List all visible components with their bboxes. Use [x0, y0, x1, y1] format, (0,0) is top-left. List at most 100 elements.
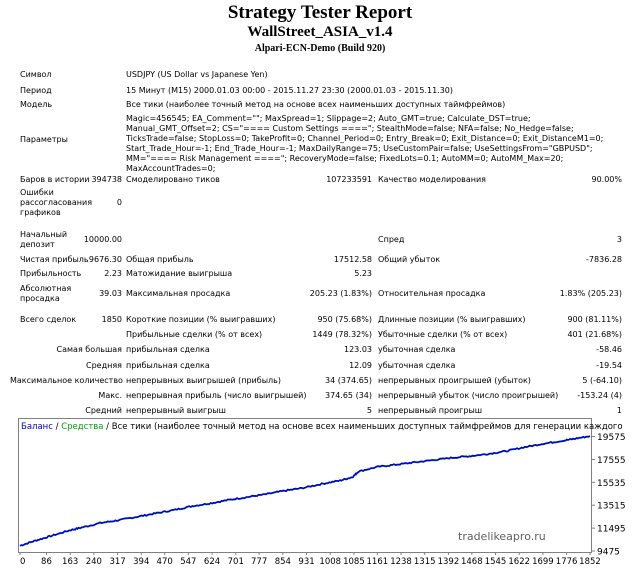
max-cons-wins-label: непрерывных выигрышей (прибыль) — [126, 376, 281, 385]
avg-label: Средний — [85, 406, 122, 415]
legend-rest: Все тики (наиболее точный метод на основ… — [112, 422, 623, 432]
legend-separator-1: / — [53, 422, 61, 432]
x-tick-label: 854 — [275, 557, 291, 567]
ea-name: WallStreet_ASIA_v1.4 — [247, 24, 393, 40]
y-tick-label: 11495 — [597, 525, 626, 535]
profit-factor-value: 2.23 — [104, 269, 122, 278]
params-label: Параметры — [20, 135, 68, 144]
max-cons-losses-label: непрерывных проигрышей (убыток) — [378, 376, 531, 385]
long-positions-value: 900 (81.11%) — [567, 315, 622, 324]
average-loss-label: убыточная сделка — [378, 361, 456, 370]
x-tick-label: 777 — [251, 557, 267, 567]
ticks-value: 107233591 — [326, 175, 372, 184]
max-dd-label: Максимальная просадка — [126, 289, 231, 298]
y-tick-label: 19575 — [597, 433, 626, 443]
deposit-label-1: Начальный — [20, 230, 68, 239]
x-tick-label: 1776 — [556, 557, 578, 567]
watermark: tradelikeapro.ru — [458, 530, 546, 543]
profit-trades-label: Прибыльные сделки (% от всех) — [126, 330, 263, 339]
errors-value: 0 — [116, 198, 122, 207]
rel-dd-label: Относительная просадка — [378, 289, 486, 298]
max-cons-profit-label: непрерывная прибыль (число выигрышей) — [126, 391, 307, 400]
y-tick-label: 9475 — [597, 548, 620, 558]
x-tick-label: 701 — [228, 557, 244, 567]
loss-trades-value: 401 (21.68%) — [567, 330, 622, 339]
x-tick-label: 1545 — [485, 557, 507, 567]
legend-separator-2: / — [103, 422, 111, 432]
x-tick-label: 1161 — [367, 557, 389, 567]
x-tick-label: 1699 — [532, 557, 554, 567]
x-tick-label: 1468 — [461, 557, 483, 567]
short-positions-label: Короткие позиции (% выигравших) — [126, 315, 276, 324]
legend-equity: Средства — [61, 422, 103, 432]
max-dd-value: 205.23 (1.83%) — [309, 289, 372, 298]
avg-cons-wins-value: 5 — [366, 406, 372, 415]
model-value: Все тики (наиболее точный метод на основ… — [126, 100, 506, 109]
x-tick-label: 86 — [41, 557, 52, 567]
quality-value: 90.00% — [591, 175, 622, 184]
largest-profit-label: прибыльная сделка — [126, 345, 210, 354]
x-tick-label: 317 — [109, 557, 125, 567]
x-tick-label: 931 — [298, 557, 314, 567]
deposit-value: 10000.00 — [83, 235, 122, 244]
avg-cons-losses-label: непрерывный проигрыш — [378, 406, 483, 415]
x-tick-label: 1852 — [579, 557, 601, 567]
largest-label: Самая большая — [56, 345, 122, 354]
abs-dd-label-2: просадка — [20, 294, 60, 303]
x-tick-label: 240 — [86, 557, 102, 567]
model-label: Модель — [20, 100, 53, 109]
params-value: Magic=456545; EA_Comment=""; MaxSpread=1… — [126, 114, 604, 173]
y-tick-label: 17555 — [597, 456, 626, 466]
x-tick-label: 1392 — [438, 557, 460, 567]
symbol-value: USDJPY (US Dollar vs Japanese Yen) — [126, 70, 268, 79]
x-tick-label: 1622 — [508, 557, 530, 567]
gross-profit-value: 17512.58 — [333, 255, 372, 264]
balance-chart: Баланс / Средства / Все тики (наиболее т… — [18, 418, 626, 567]
max-cons-loss-value: -153.24 (4) — [577, 391, 622, 400]
x-tick-label: 1315 — [414, 557, 436, 567]
long-positions-label: Длинные позиции (% выигравших) — [378, 315, 526, 324]
loss-trades-label: Убыточные сделки (% от всех) — [378, 330, 508, 339]
errors-label-3: графиков — [20, 208, 61, 217]
y-tick-label: 15535 — [597, 479, 626, 489]
spread-label: Спред — [378, 235, 405, 244]
bars-value: 394738 — [91, 175, 122, 184]
net-profit-label: Чистая прибыль — [20, 255, 89, 264]
x-tick-label: 1085 — [343, 557, 365, 567]
chart-frame — [18, 418, 592, 553]
gross-loss-label: Общий убыток — [378, 255, 441, 264]
short-positions-value: 950 (75.68%) — [317, 315, 372, 324]
ticks-label: Смоделировано тиков — [126, 175, 220, 184]
largest-loss-value: -58.46 — [596, 345, 622, 354]
avg-cons-losses-value: 1 — [616, 406, 622, 415]
max-label: Макс. — [98, 391, 122, 400]
chart-legend: Баланс / Средства / Все тики (наиболее т… — [21, 422, 623, 432]
avg-cons-wins-label: непрерывный выигрыш — [126, 406, 226, 415]
x-tick-label: 624 — [204, 557, 220, 567]
legend-balance: Баланс — [21, 422, 53, 432]
x-tick-label: 547 — [180, 557, 196, 567]
abs-dd-value: 39.03 — [99, 289, 122, 298]
period-value: 15 Минут (M15) 2000.01.03 00:00 - 2015.1… — [126, 86, 454, 95]
average-loss-value: -19.54 — [596, 361, 622, 370]
max-cons-loss-label: непрерывный убыток (число проигрышей) — [378, 391, 559, 400]
total-trades-value: 1850 — [101, 315, 122, 324]
y-tick-label: 13515 — [597, 502, 626, 512]
period-label: Период — [20, 86, 52, 95]
quality-label: Качество моделирования — [378, 175, 486, 184]
x-tick-label: 1238 — [390, 557, 412, 567]
x-tick-label: 0 — [20, 557, 25, 567]
report-title: Strategy Tester Report — [227, 2, 413, 23]
max-cons-wins-value: 34 (374.65) — [325, 376, 372, 385]
expected-payoff-label: Матожидание выигрыша — [126, 269, 233, 278]
server-build: Alpari-ECN-Demo (Build 920) — [254, 43, 386, 54]
largest-loss-label: убыточная сделка — [378, 345, 456, 354]
x-tick-label: 163 — [62, 557, 78, 567]
gross-loss-value: -7836.28 — [586, 255, 622, 264]
deposit-label-2: депозит — [20, 240, 55, 249]
spread-value: 3 — [616, 235, 622, 244]
balance-line — [19, 435, 591, 547]
expected-payoff-value: 5.23 — [354, 269, 372, 278]
max-count-label: Максимальное количество — [10, 376, 123, 385]
largest-profit-value: 123.03 — [344, 345, 372, 354]
